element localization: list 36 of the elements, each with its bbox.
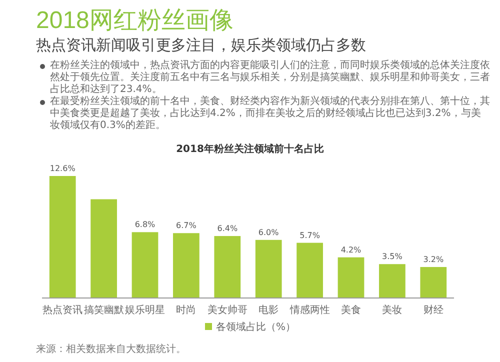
source-note: 来源：相关数据来自大数据统计。 — [36, 343, 186, 355]
x-tick-label: 美食 — [341, 304, 361, 316]
x-tick-label: 搞笑幽默 — [84, 304, 124, 316]
data-label: 6.8% — [134, 220, 156, 230]
data-label: 6.7% — [176, 221, 197, 230]
data-label: 5.7% — [300, 230, 320, 240]
x-tick-label: 财经 — [423, 304, 444, 316]
data-label: 6.0% — [258, 228, 280, 237]
data-label: 12.6% — [50, 164, 76, 173]
chart-title: 2018网红粉丝画像 — [36, 6, 234, 36]
legend-label: 各领域占比（%） — [216, 321, 296, 333]
data-label: 3.5% — [382, 252, 403, 262]
x-tick-label: 电影 — [258, 304, 279, 316]
bar — [420, 267, 447, 298]
data-label: 6.4% — [217, 224, 238, 234]
bar — [132, 232, 158, 298]
x-tick-label: 娱乐明星 — [125, 304, 165, 316]
x-tick-label: 时尚 — [176, 304, 196, 316]
data-label: 3.2% — [423, 255, 444, 264]
text: 在最受粉丝关注领域的前十名中，美食、财经类内容作为新兴领域的代表分别排在第八、第十位，其中美食类更是超越了美妆，占比达到4.2%，而排在美妆之后的财经领域占比也已达到3.2%，与美妆领域仅有0.3%的差距。 — [50, 96, 490, 132]
chart-subtitle: 热点资讯新闻吸引更多注目，娱乐类领域仍占多数 — [36, 36, 366, 55]
bar — [296, 242, 323, 298]
x-tick-label: 美女帅哥 — [207, 304, 248, 316]
x-tick-label: 情感两性 — [288, 304, 330, 316]
data-label: 4.2% — [340, 245, 362, 254]
bar — [173, 233, 200, 298]
text: 在粉丝关注的领域中，热点资讯方面的内容更能吸引人们的注意，而同时娱乐类领域的总体关注度依然处于领先位置。关注度前五名中有三名与娱乐相关，分别是搞笑幽默、娱乐明星和帅哥美女，三者占比总和达到了23.4%。 — [50, 60, 490, 96]
x-tick-label: 热点资讯 — [42, 304, 83, 316]
bar — [255, 240, 282, 298]
bar — [49, 176, 76, 298]
x-tick-label: 美妆 — [382, 304, 402, 316]
bar — [90, 199, 117, 298]
bar — [338, 257, 364, 298]
bar — [379, 264, 406, 298]
bar — [214, 236, 241, 298]
text: 2018年粉丝关注领域前十名占比 — [176, 143, 324, 155]
